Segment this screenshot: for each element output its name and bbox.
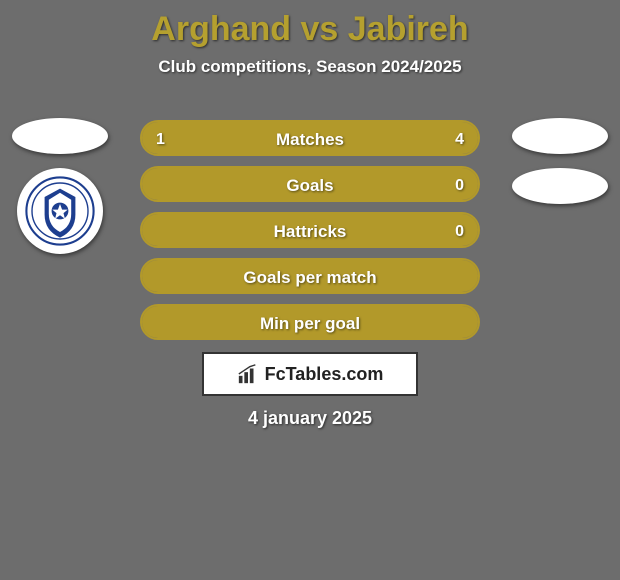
bar-value-right: 0 bbox=[455, 168, 464, 202]
bar-value-right: 4 bbox=[455, 122, 464, 156]
bar-value-left: 1 bbox=[156, 122, 165, 156]
bar-label: Matches bbox=[142, 122, 478, 156]
brand-text: FcTables.com bbox=[265, 364, 384, 385]
player-avatar-oval-right-2 bbox=[512, 168, 608, 204]
stat-bar: Min per goal bbox=[140, 304, 480, 340]
stat-bar: Matches1 4 bbox=[140, 120, 480, 156]
bar-label: Min per goal bbox=[142, 306, 478, 340]
bar-label: Goals bbox=[142, 168, 478, 202]
comparison-bars: Matches14Goals0Hattricks0Goals per match… bbox=[140, 120, 480, 340]
stat-bar: Goals per match bbox=[140, 258, 480, 294]
page-title: Arghand vs Jabireh bbox=[0, 0, 620, 49]
avatars-right bbox=[512, 118, 608, 204]
bar-chart-icon bbox=[237, 363, 259, 385]
player-avatar-oval-right-1 bbox=[512, 118, 608, 154]
bar-value-right: 0 bbox=[455, 214, 464, 248]
club-logo-left bbox=[17, 168, 103, 254]
subtitle: Club competitions, Season 2024/2025 bbox=[0, 57, 620, 77]
brand-box: FcTables.com bbox=[202, 352, 418, 396]
date-text: 4 january 2025 bbox=[0, 408, 620, 429]
page-root: Arghand vs Jabireh Club competitions, Se… bbox=[0, 0, 620, 580]
stat-bar: Hattricks0 bbox=[140, 212, 480, 248]
stat-bar: Goals0 bbox=[140, 166, 480, 202]
bar-label: Hattricks bbox=[142, 214, 478, 248]
avatars-left bbox=[12, 118, 108, 254]
club-badge-icon bbox=[25, 176, 95, 246]
player-avatar-oval-left bbox=[12, 118, 108, 154]
bar-label: Goals per match bbox=[142, 260, 478, 294]
